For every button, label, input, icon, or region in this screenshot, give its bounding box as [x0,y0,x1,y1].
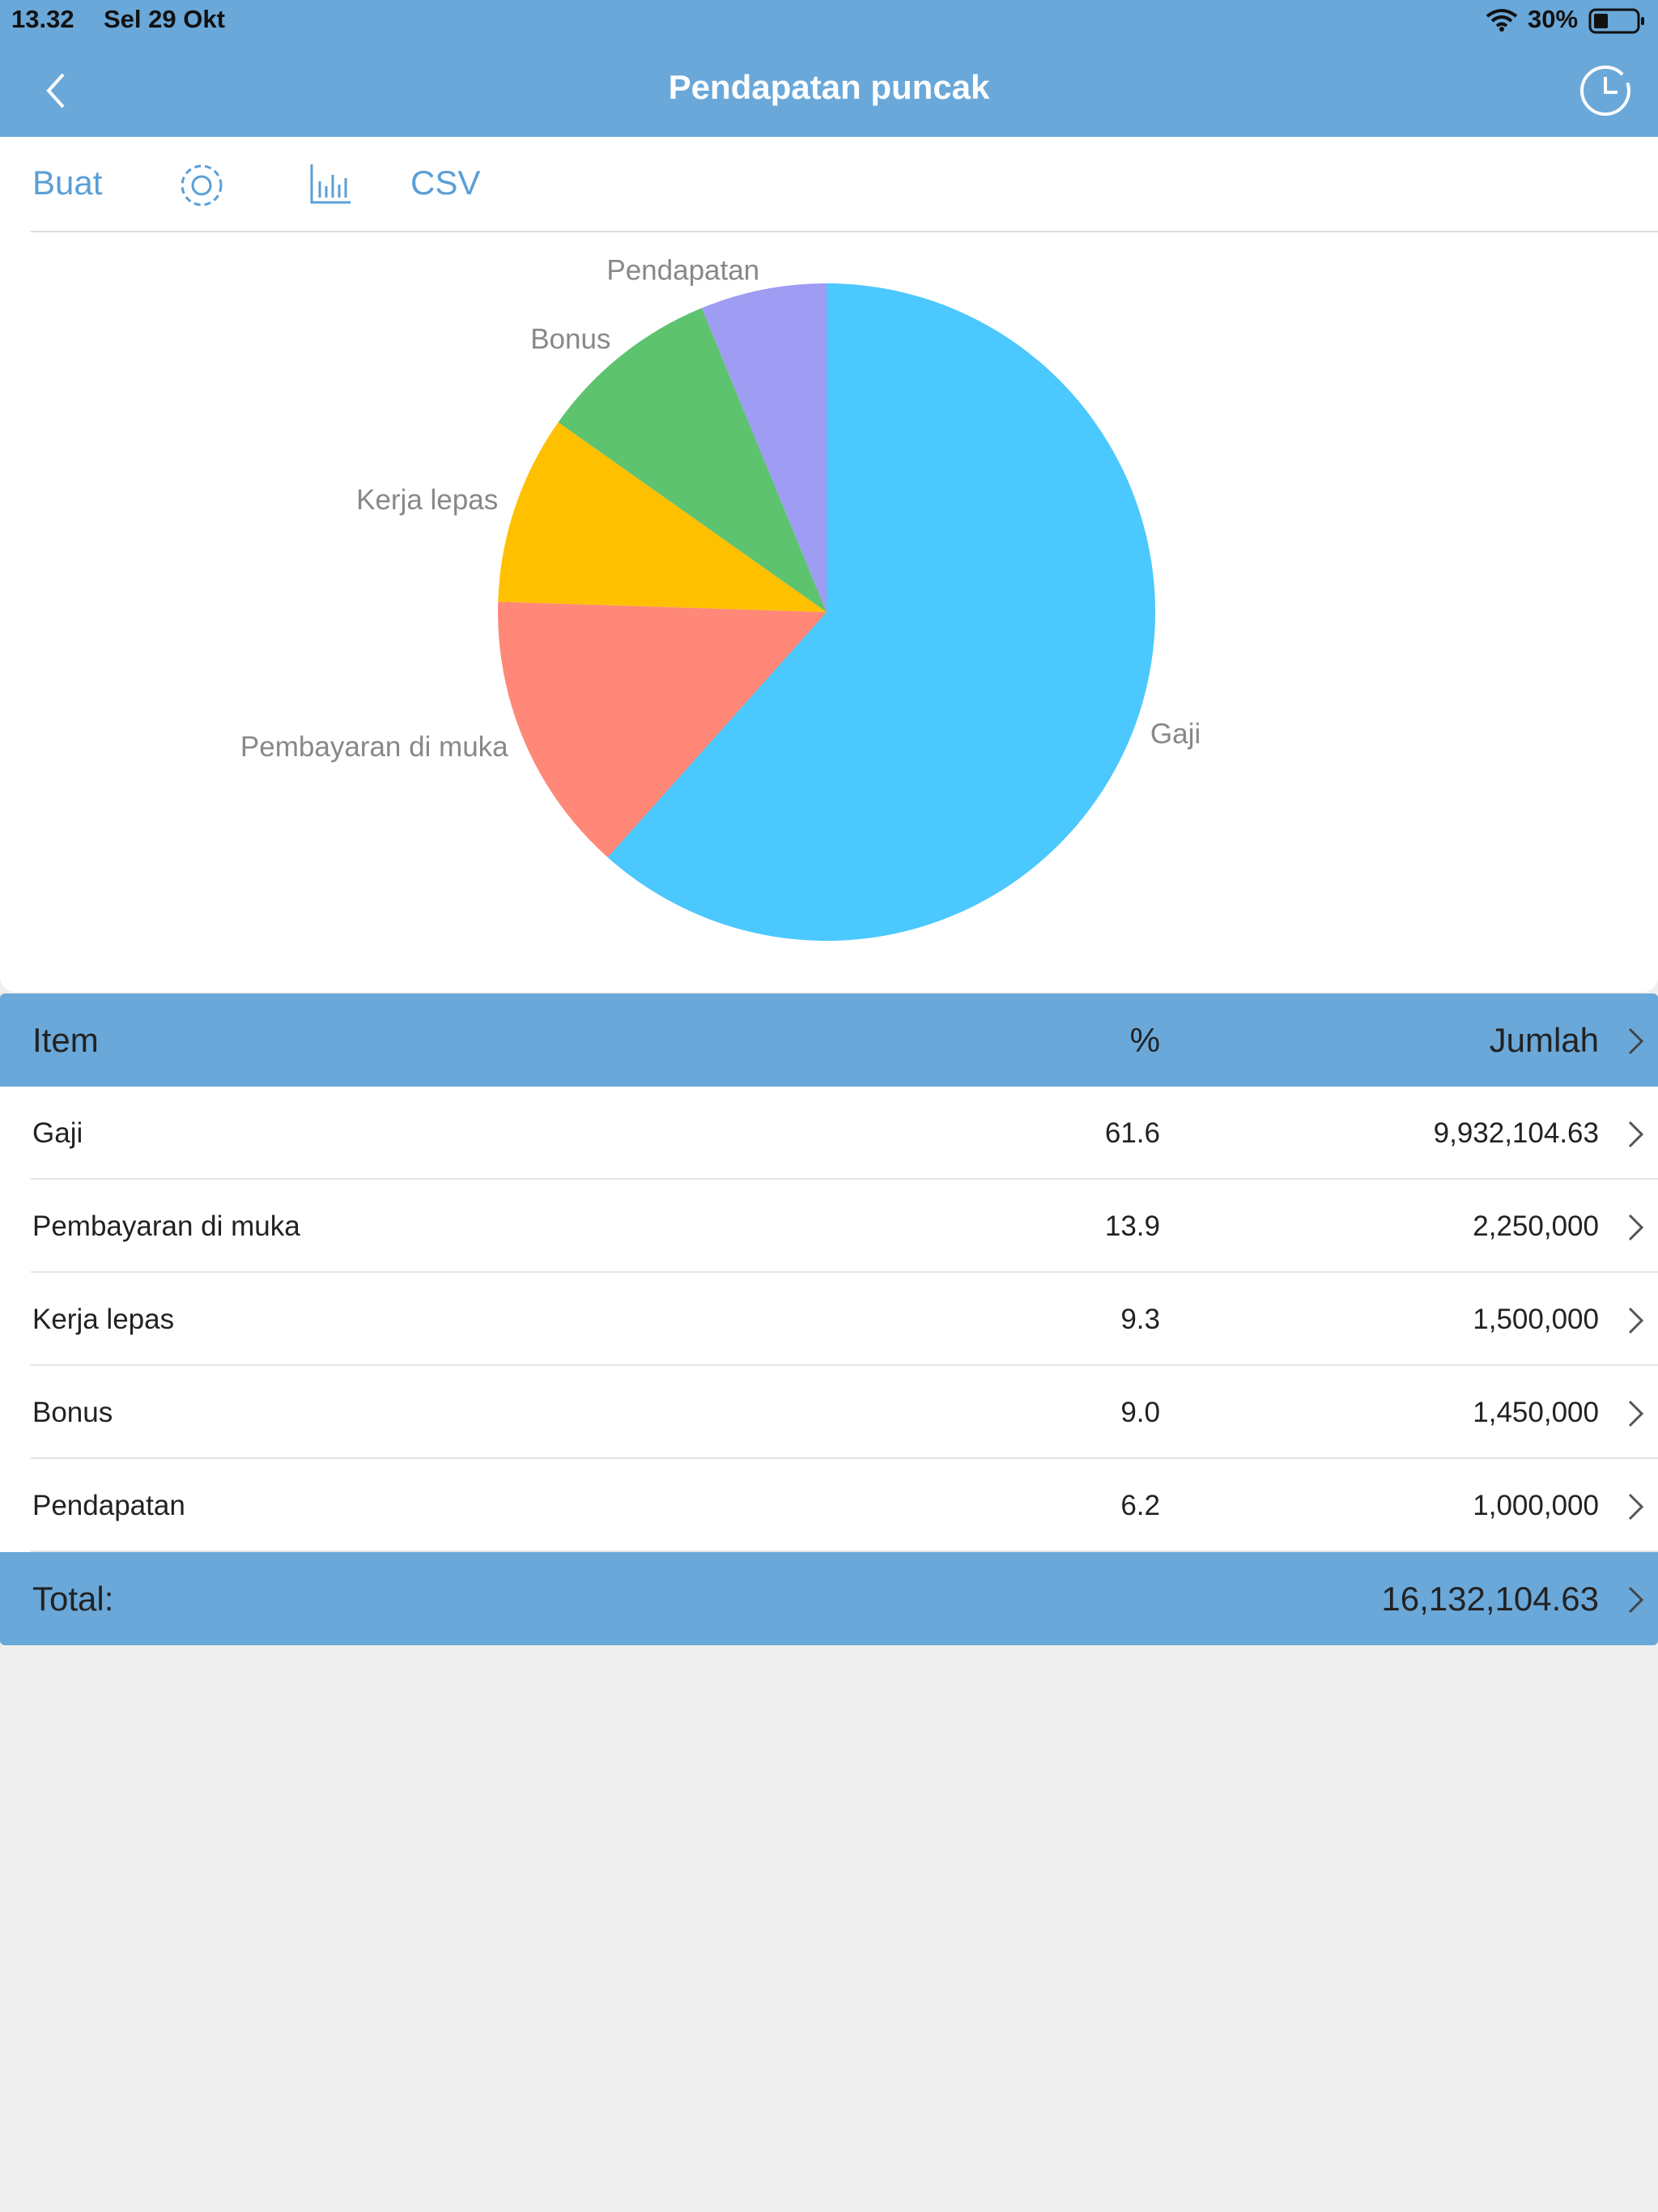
wifi-icon [1486,9,1518,32]
toolbar-divider [31,231,1658,232]
battery-icon [1588,8,1644,34]
item-name: Gaji [32,1117,83,1149]
table-row[interactable]: Bonus 9.0 1,450,000 [0,1366,1658,1459]
item-percent: 6.2 [1120,1490,1160,1521]
row-separator [31,1551,1658,1552]
slice-label: Pendapatan [606,254,759,286]
chevron-shape [1628,1493,1644,1521]
pie-chart: Gaji Pembayaran di muka Kerja lepas Bonus Pe… [240,254,1201,941]
item-percent: 9.3 [1120,1304,1160,1335]
item-amount: 1,500,000 [1473,1304,1599,1335]
item-name: Pembayaran di muka [32,1210,300,1242]
row-separator [31,1364,1658,1366]
chart-button[interactable] [309,162,353,206]
item-name: Bonus [32,1397,113,1428]
item-amount: 9,932,104.63 [1433,1117,1599,1149]
settings-button[interactable] [175,159,228,212]
table-header: Item % Jumlah [0,993,1658,1087]
slice-label: Kerja lepas [356,484,498,516]
item-amount: 2,250,000 [1473,1210,1599,1242]
top-bar [0,0,1658,137]
history-button[interactable] [1579,64,1632,117]
item-name: Kerja lepas [32,1304,175,1335]
pie-slice [498,422,827,612]
sort-chevron[interactable] [1627,1027,1645,1055]
row-separator [31,1178,1658,1180]
item-amount: 1,450,000 [1473,1397,1599,1428]
row-chevron[interactable] [1627,1493,1645,1521]
status-date: Sel 29 Okt [104,5,225,33]
item-percent: 61.6 [1104,1117,1160,1149]
row-separator [31,1457,1658,1459]
row-chevron[interactable] [1627,1307,1645,1334]
row-separator [31,1271,1658,1273]
column-header: Item [32,1021,99,1059]
chevron-shape [1628,1121,1644,1148]
slice-label: Bonus [530,323,610,355]
chevron-shape [1628,1400,1644,1427]
total-label: Total: [32,1580,114,1618]
item-name: Pendapatan [32,1490,185,1521]
status-time: 13.32 [11,5,74,33]
screen-title: Pendapatan puncak [668,68,990,106]
slice-label: Pembayaran di muka [240,731,508,763]
slice-label: Gaji [1150,718,1201,750]
total-row[interactable]: Total: 16,132,104.63 [0,1552,1658,1645]
pie-slice [498,602,827,857]
column-header: % [1129,1021,1160,1059]
row-chevron[interactable] [1627,1121,1645,1148]
csv-button[interactable]: CSV [410,164,481,202]
pie-slice [558,308,827,612]
total-amount: 16,132,104.63 [1381,1580,1599,1618]
table-row[interactable]: Kerja lepas 9.3 1,500,000 [0,1273,1658,1366]
chevron-shape [1628,1214,1644,1241]
back-button[interactable] [40,71,73,110]
battery-level: 30% [1528,5,1579,33]
pie-slice [607,283,1155,941]
table-row[interactable]: Pembayaran di muka 13.9 2,250,000 [0,1180,1658,1273]
create-button[interactable]: Buat [32,164,103,202]
row-chevron[interactable] [1627,1586,1645,1614]
row-chevron[interactable] [1627,1214,1645,1241]
table-row[interactable]: Gaji 61.6 9,932,104.63 [0,1087,1658,1180]
item-percent: 9.0 [1120,1397,1160,1428]
column-header: Jumlah [1489,1021,1599,1059]
chevron-shape [1628,1307,1644,1334]
row-chevron[interactable] [1627,1400,1645,1427]
item-amount: 1,000,000 [1473,1490,1599,1521]
pie-slice [701,283,827,612]
table-row[interactable]: Pendapatan 6.2 1,000,000 [0,1459,1658,1552]
item-percent: 13.9 [1104,1210,1160,1242]
